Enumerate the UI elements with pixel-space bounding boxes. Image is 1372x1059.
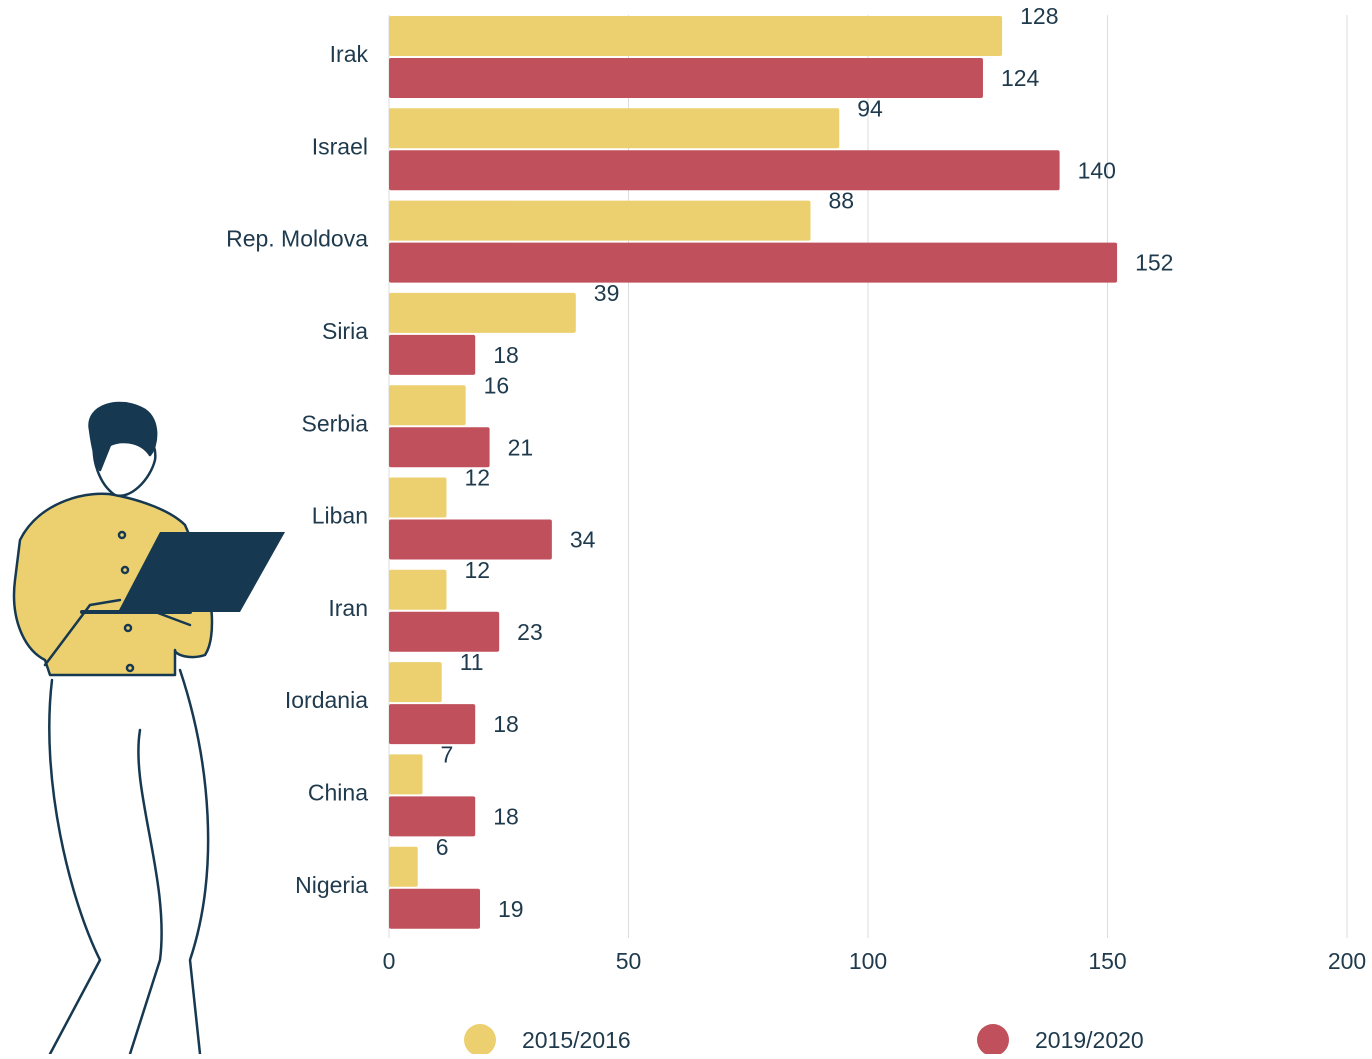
data-label: 12 bbox=[464, 465, 490, 491]
data-label: 11 bbox=[460, 649, 484, 675]
plot: 0 50 100 150 200 Irak 128 124 Israel 94 140 Rep. Mo… bbox=[226, 3, 1366, 1054]
bar bbox=[389, 847, 418, 887]
bar bbox=[389, 108, 839, 148]
bar bbox=[389, 796, 475, 836]
data-label: 18 bbox=[493, 711, 519, 737]
y-tick-label: Nigeria bbox=[295, 872, 368, 898]
y-tick-label: Serbia bbox=[302, 410, 369, 436]
x-tick-label: 150 bbox=[1088, 948, 1126, 974]
bar bbox=[389, 385, 466, 425]
y-tick-label: Iordania bbox=[285, 687, 368, 713]
bar bbox=[389, 889, 480, 929]
bar bbox=[389, 520, 552, 560]
bar bbox=[389, 570, 446, 610]
data-label: 34 bbox=[570, 527, 596, 553]
data-label: 18 bbox=[493, 342, 519, 368]
y-tick-label: China bbox=[308, 779, 368, 805]
data-label: 23 bbox=[517, 619, 543, 645]
data-label: 128 bbox=[1020, 3, 1058, 29]
data-label: 21 bbox=[508, 434, 534, 460]
x-tick-label: 200 bbox=[1328, 948, 1366, 974]
y-tick-label: Israel bbox=[312, 133, 368, 159]
data-label: 18 bbox=[493, 803, 519, 829]
data-label: 6 bbox=[436, 834, 449, 860]
y-tick-label: Irak bbox=[330, 41, 369, 67]
legend-label: 2019/2020 bbox=[1035, 1027, 1144, 1053]
data-label: 124 bbox=[1001, 65, 1040, 91]
data-label: 19 bbox=[498, 896, 524, 922]
bar bbox=[389, 243, 1117, 283]
data-label: 140 bbox=[1078, 157, 1116, 183]
data-label: 39 bbox=[594, 280, 620, 306]
bar bbox=[389, 58, 983, 98]
y-tick-label: Siria bbox=[322, 318, 368, 344]
bar bbox=[389, 704, 475, 744]
y-tick-label: Liban bbox=[312, 503, 368, 529]
data-label: 16 bbox=[484, 372, 510, 398]
bar bbox=[389, 662, 442, 702]
bar bbox=[389, 150, 1060, 190]
bar bbox=[389, 293, 576, 333]
legend-marker bbox=[977, 1024, 1009, 1054]
bar bbox=[389, 16, 1002, 56]
bar bbox=[389, 335, 475, 375]
data-label: 94 bbox=[857, 95, 883, 121]
bar bbox=[389, 201, 811, 241]
chart: 0 50 100 150 200 Irak 128 124 Israel 94 140 Rep. Mo… bbox=[0, 0, 1372, 1054]
legend-label: 2015/2016 bbox=[522, 1027, 631, 1053]
data-label: 12 bbox=[464, 557, 490, 583]
x-tick-label: 100 bbox=[849, 948, 887, 974]
bar bbox=[389, 612, 499, 652]
bar bbox=[389, 754, 423, 794]
x-tick-label: 50 bbox=[616, 948, 642, 974]
bar bbox=[389, 427, 490, 467]
illustration bbox=[14, 403, 285, 1054]
y-tick-label: Iran bbox=[328, 595, 368, 621]
y-tick-label: Rep. Moldova bbox=[226, 226, 368, 252]
legend-marker bbox=[464, 1024, 496, 1054]
data-label: 88 bbox=[829, 188, 855, 214]
data-label: 7 bbox=[441, 741, 454, 767]
page: {"chart_data": {"type": "bar", "orientat… bbox=[0, 0, 1372, 1054]
x-tick-label: 0 bbox=[383, 948, 396, 974]
bar bbox=[389, 478, 446, 518]
data-label: 152 bbox=[1135, 250, 1173, 276]
